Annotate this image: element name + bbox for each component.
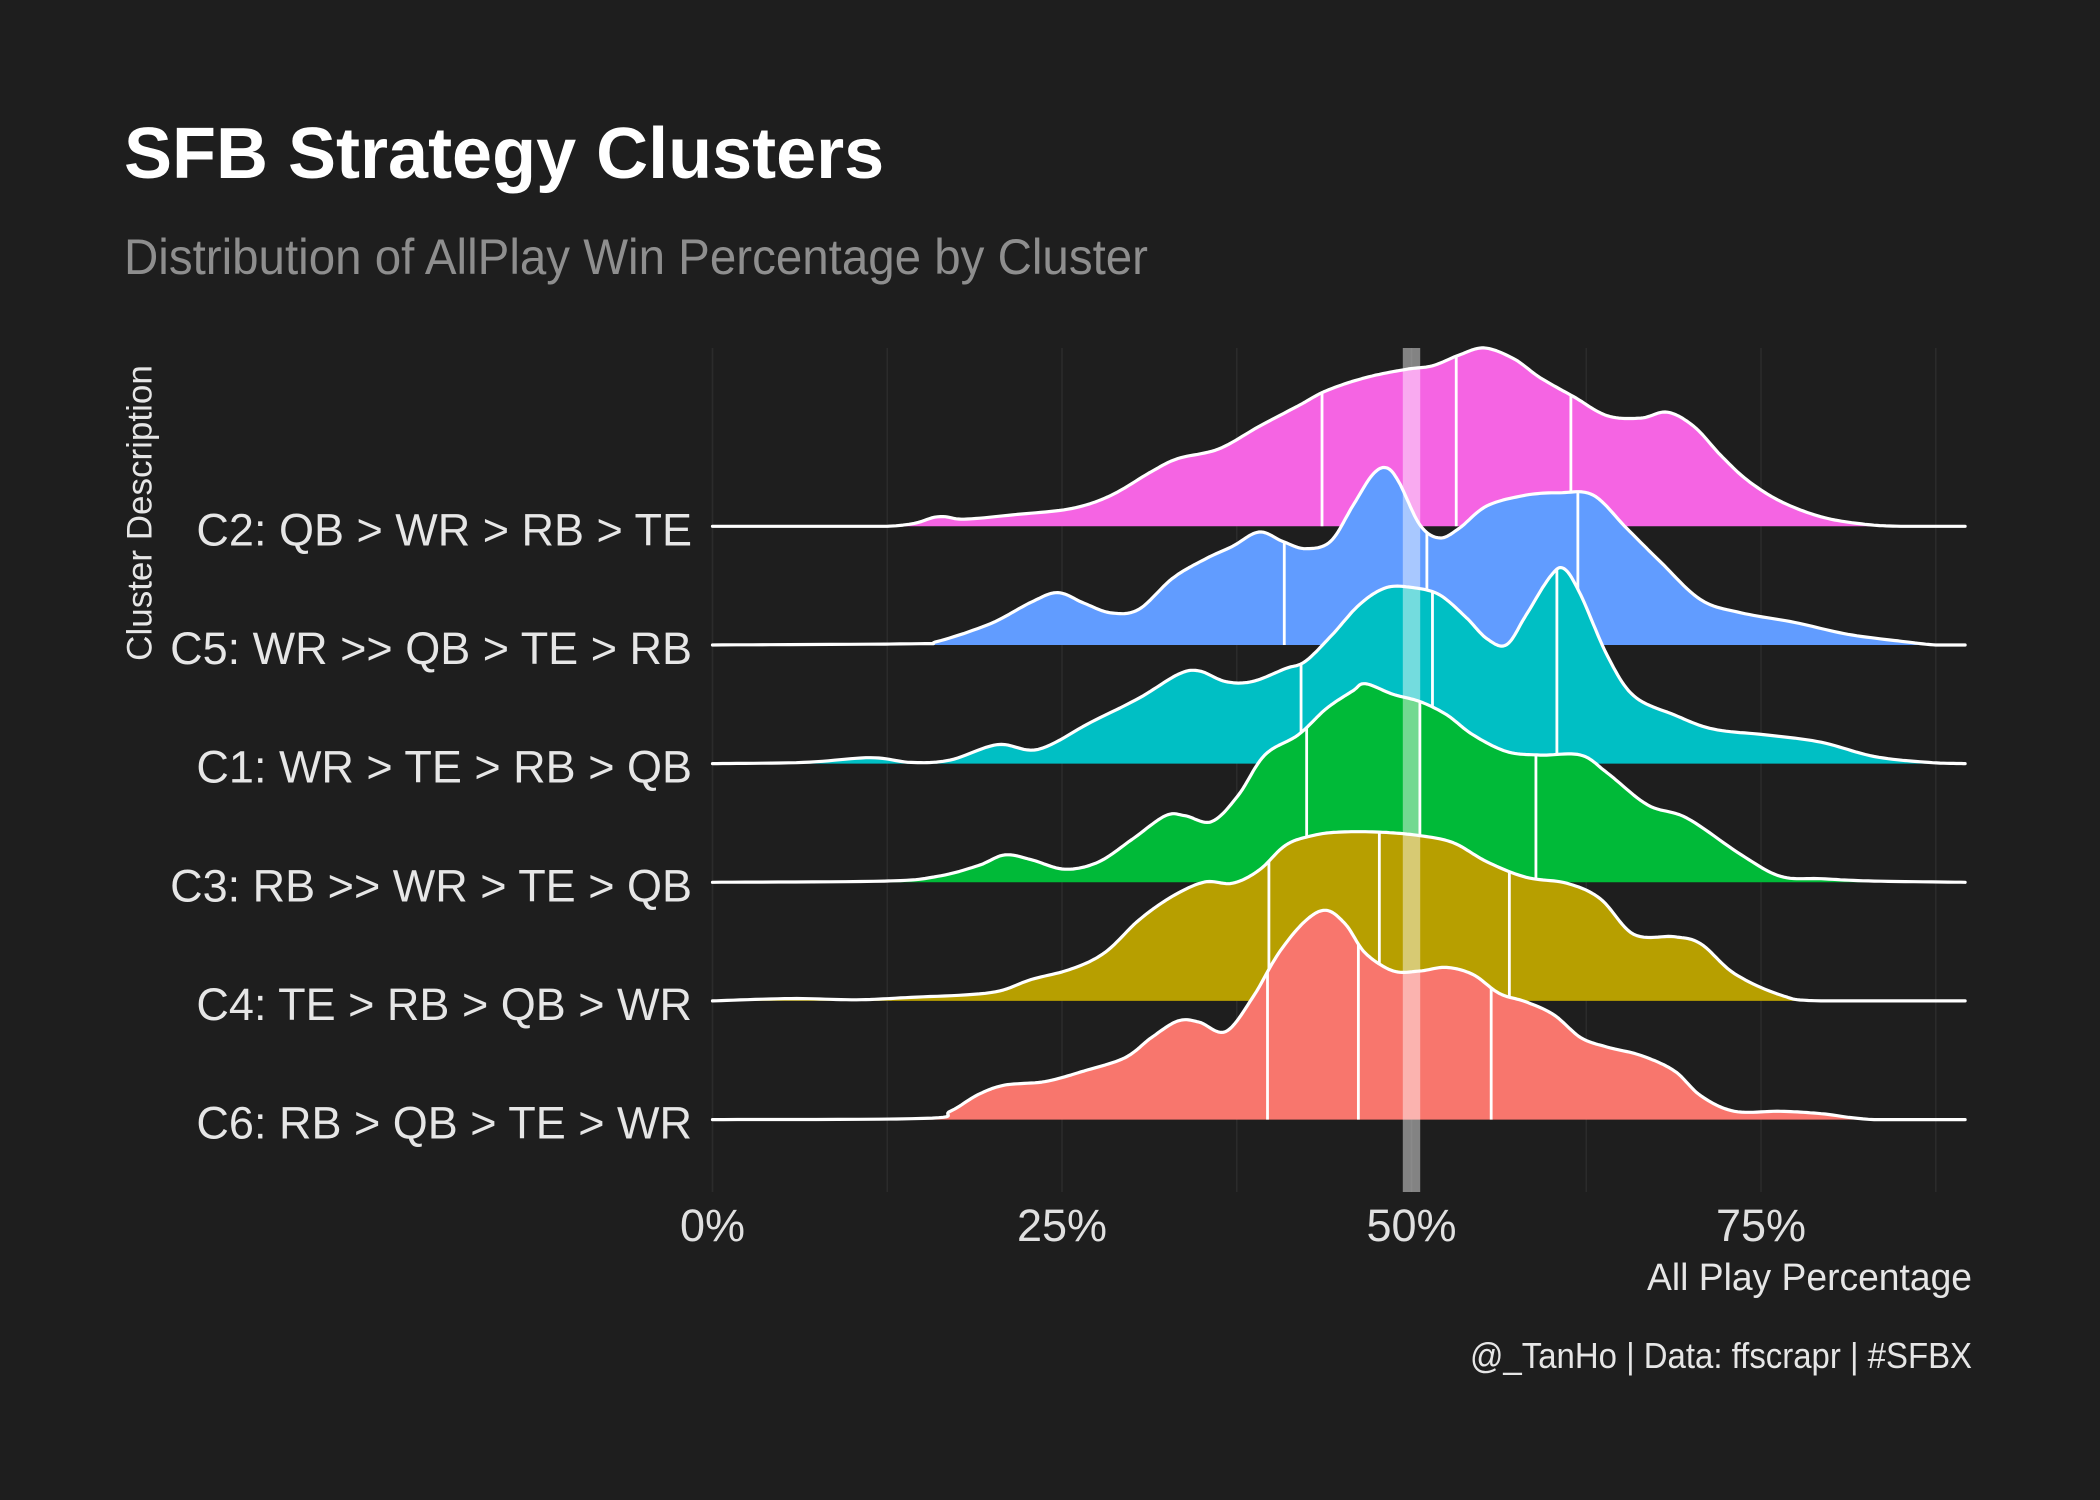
density-outline-c3 [710, 682, 1967, 884]
chart-title: SFB Strategy Clusters [124, 114, 884, 194]
density-outline-c6 [710, 908, 1967, 1122]
ridges [710, 346, 1967, 1122]
density-area-c5 [712, 467, 1966, 645]
chart-subtitle: Distribution of AllPlay Win Percentage b… [124, 229, 1148, 285]
y-axis-labels: C2: QB > WR > RB > TE C5: WR >> QB > TE >… [170, 504, 692, 1148]
reference-band-50pct [1402, 348, 1421, 1192]
x-tick-label: 50% [1366, 1200, 1456, 1251]
density-area-c1 [712, 567, 1966, 764]
density-outline-c2 [710, 346, 1967, 528]
reference-band-group [1402, 348, 1421, 1192]
density-area-c3 [712, 683, 1966, 883]
density-outline-c4 [710, 830, 1967, 1003]
density-area-c6 [712, 910, 1966, 1120]
x-tick-label: 25% [1017, 1200, 1107, 1251]
ridge-c1 [710, 566, 1967, 766]
x-tick-label: 0% [680, 1200, 745, 1251]
y-tick-label-c3: C3: RB >> WR > TE > QB [170, 860, 692, 911]
y-tick-label-c6: C6: RB > QB > TE > WR [196, 1098, 692, 1149]
density-area-c2 [712, 347, 1966, 527]
x-axis-tick-labels: 0% 25% 50% 75% [680, 1200, 1806, 1251]
y-tick-label-c4: C4: TE > RB > QB > WR [196, 979, 692, 1030]
y-axis-title: Cluster Description [121, 365, 160, 661]
chart-caption: @_TanHo | Data: ffscrapr | #SFBX [1470, 1335, 1972, 1376]
x-tick-label: 75% [1716, 1200, 1806, 1251]
ridge-c6 [710, 908, 1967, 1122]
y-tick-label-c2: C2: QB > WR > RB > TE [196, 504, 692, 555]
density-outline-c1 [710, 566, 1967, 766]
y-tick-label-c1: C1: WR > TE > RB > QB [196, 742, 692, 793]
x-axis-title: All Play Percentage [1647, 1257, 1972, 1299]
density-outline-c5 [710, 465, 1967, 647]
y-tick-label-c5: C5: WR >> QB > TE > RB [170, 623, 692, 674]
